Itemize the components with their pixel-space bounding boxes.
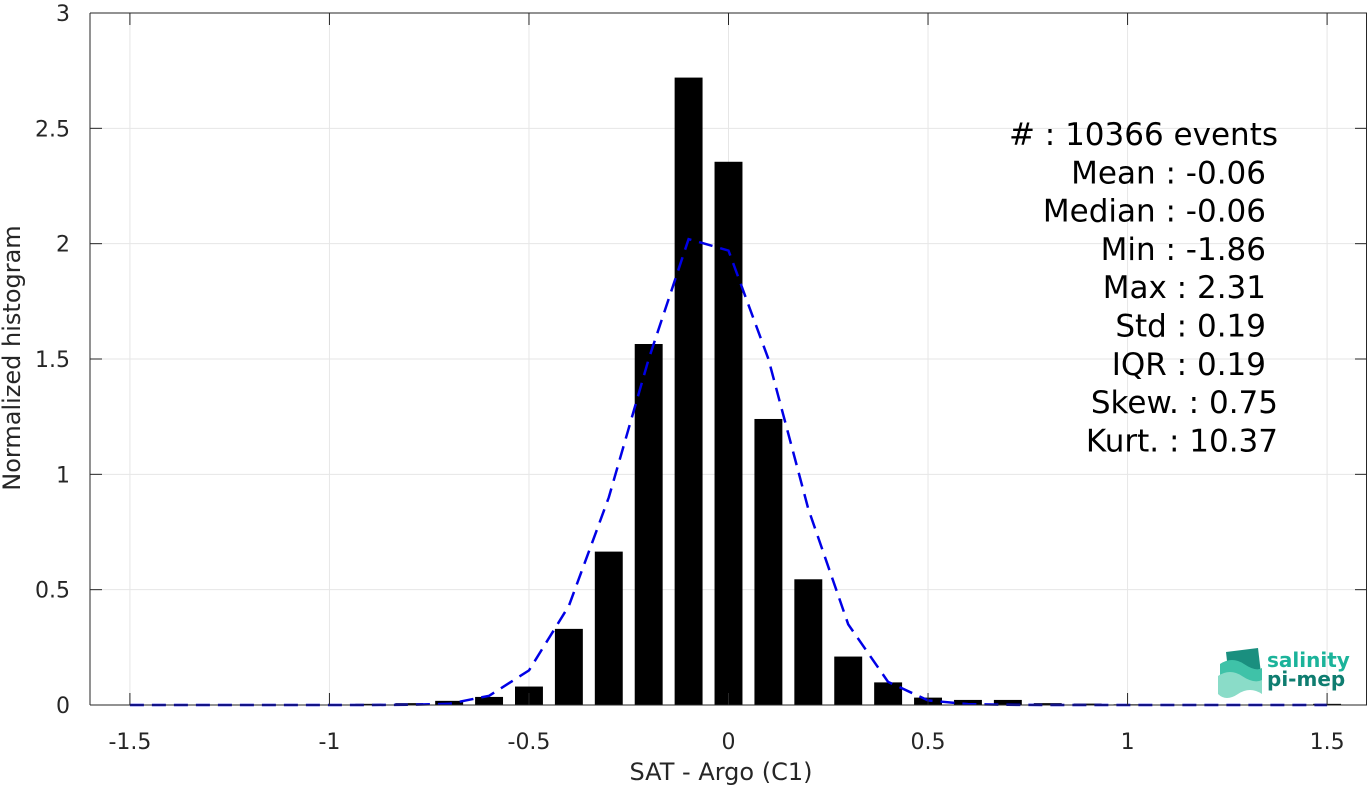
x-tick-label: 1.5 xyxy=(1310,730,1345,755)
histogram-bar xyxy=(714,161,743,705)
stat-line: Mean : -0.06 xyxy=(1071,155,1266,191)
histogram-bar xyxy=(674,77,703,705)
histogram-bar xyxy=(475,696,504,705)
histogram-bar xyxy=(594,551,623,705)
stat-line: IQR : 0.19 xyxy=(1112,347,1266,383)
histogram-bar xyxy=(953,699,982,705)
y-tick-label: 2 xyxy=(56,233,70,258)
stat-line: Skew. : 0.75 xyxy=(1091,385,1278,421)
stat-line: Median : -0.06 xyxy=(1043,194,1266,230)
x-tick-labels: -1.5 -1 -0.5 0 0.5 1 1.5 xyxy=(108,730,1344,755)
histogram-bar xyxy=(993,699,1022,705)
y-tick-label: 2.5 xyxy=(35,117,70,142)
histogram-bar xyxy=(874,682,903,705)
histogram-bar xyxy=(634,344,663,705)
y-axis-label: Normalized histogram xyxy=(0,225,26,490)
x-tick-label: 0.5 xyxy=(911,730,946,755)
histogram-bar xyxy=(554,628,583,705)
stat-line: Kurt. : 10.37 xyxy=(1086,423,1278,459)
x-tick-label: 0 xyxy=(722,730,736,755)
x-axis-label: SAT - Argo (C1) xyxy=(630,758,813,786)
histogram-bar xyxy=(834,656,863,705)
y-tick-label: 1 xyxy=(56,463,70,488)
y-tick-label: 0 xyxy=(56,694,70,719)
y-tick-label: 1.5 xyxy=(35,348,70,373)
salinity-pi-mep-logo: salinity pi-mep xyxy=(1218,648,1350,698)
stat-line: # : 10366 events xyxy=(1009,117,1278,153)
logo-text-pimep: pi-mep xyxy=(1267,667,1345,691)
histogram-bars xyxy=(115,77,1342,706)
stat-line: Min : -1.86 xyxy=(1101,232,1266,268)
x-tick-label: -1 xyxy=(318,730,340,755)
stat-line: Std : 0.19 xyxy=(1115,309,1266,345)
histogram-bar xyxy=(1033,703,1062,705)
y-tick-label: 3 xyxy=(56,2,70,27)
histogram-bar xyxy=(1073,703,1102,705)
y-tick-label: 0.5 xyxy=(35,579,70,604)
histogram-bar xyxy=(395,703,424,705)
histogram-bar xyxy=(355,703,384,705)
histogram-bar xyxy=(794,579,823,705)
histogram-bar xyxy=(754,418,783,705)
stat-line: Max : 2.31 xyxy=(1103,270,1266,306)
logo-text-salinity: salinity xyxy=(1267,648,1350,672)
y-tick-labels: 0 0.5 1 1.5 2 2.5 3 xyxy=(35,2,70,719)
x-tick-label: 1 xyxy=(1121,730,1135,755)
x-tick-label: -1.5 xyxy=(108,730,151,755)
x-tick-label: -0.5 xyxy=(508,730,551,755)
waves-icon xyxy=(1218,648,1262,698)
